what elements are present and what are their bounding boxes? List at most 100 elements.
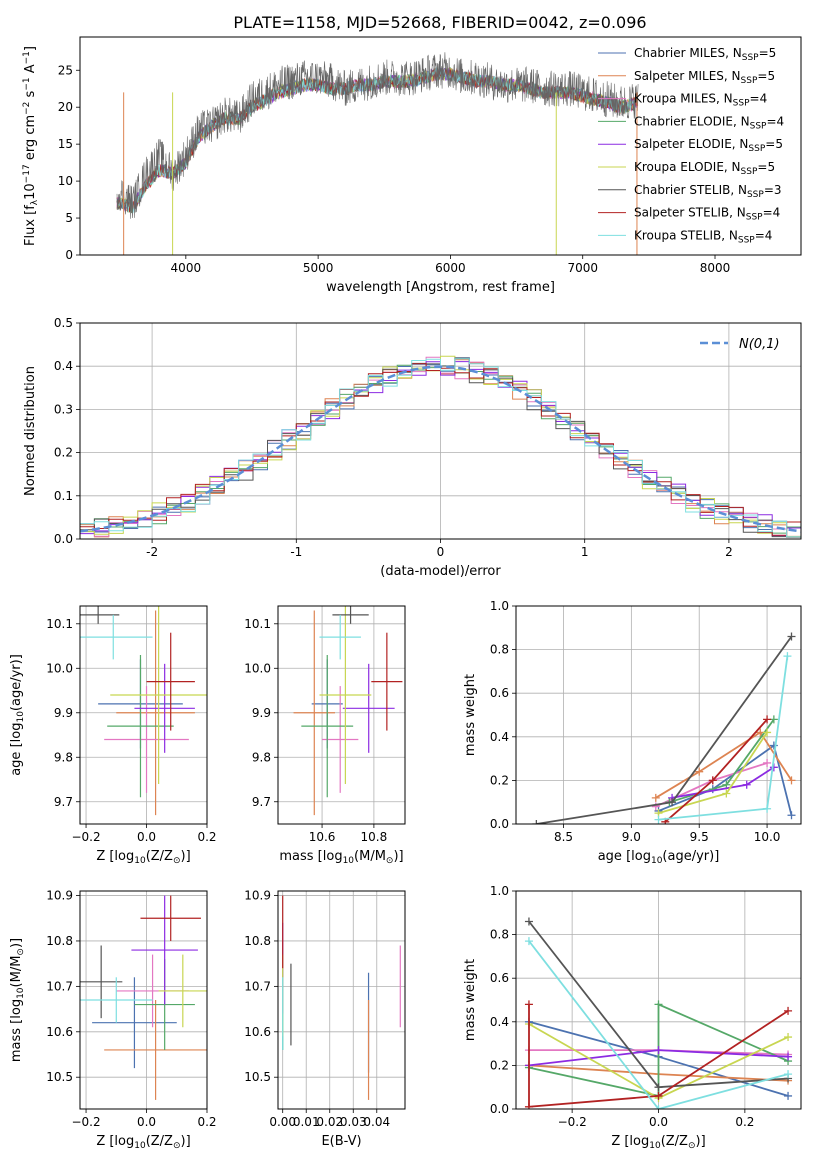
x-tick-label: −0.2 (558, 1115, 587, 1129)
y-tick-label: 1.0 (490, 599, 509, 613)
weight_vs_z-xlabel: Z [log10​(Z/Z⊙​)] (611, 1134, 705, 1151)
y-tick-label: 10.0 (244, 661, 271, 675)
weight_vs_z-panel: −0.2 0.0 0.2 0.0 0.2 0.4 0.6 0.8 1.0 (490, 884, 802, 1129)
y-tick-label: 9.7 (252, 795, 271, 809)
y-tick-label: 0.0 (54, 532, 73, 546)
mass-weight-marker (654, 1000, 663, 1009)
x-tick-label: 8.5 (554, 830, 573, 844)
mass-weight-marker (787, 632, 796, 641)
x-tick-label: 7000 (567, 261, 598, 275)
weight_vs_z-ylabel: mass weight (463, 959, 478, 1041)
mass-weight-marker (708, 776, 717, 785)
residual-histogram (80, 358, 801, 538)
y-tick-label: 10.6 (244, 1025, 271, 1039)
mass-weight-marker (784, 1070, 793, 1079)
spectrum-legend: Chabrier MILES, NSSP​=5 Salpeter MILES, N… (598, 46, 784, 245)
y-tick-label: 20 (58, 100, 73, 114)
y-tick-label: 0.1 (54, 489, 73, 503)
y-tick-label: 0.0 (490, 1102, 509, 1116)
x-tick-label: 4000 (171, 261, 202, 275)
y-tick-label: 10.0 (46, 661, 73, 675)
mass-weight-marker (742, 780, 751, 789)
y-tick-label: 0.5 (54, 316, 73, 330)
x-tick-label: 2 (725, 545, 733, 559)
age_vs_z-xlabel: Z [log10​(Z/Z⊙​)] (96, 849, 190, 866)
y-tick-label: 9.8 (54, 750, 73, 764)
mass-weight-marker (769, 715, 778, 724)
mass-weight-marker (524, 1102, 533, 1109)
residuals-panel: -2 -1 0 1 2 0.0 0.1 0.2 0.3 0.4 0.5 (54, 316, 802, 559)
mass-weight-marker (763, 804, 772, 813)
legend-label: Salpeter ELODIE, NSSP​=5 (634, 137, 783, 154)
mass-weight-marker (783, 652, 792, 661)
y-tick-label: 0 (65, 248, 73, 262)
mass-weight-marker (787, 811, 796, 820)
y-tick-label: 25 (58, 63, 73, 77)
mass_vs_ebv-plot-area (278, 891, 405, 1109)
legend-label: Salpeter MILES, NSSP​=5 (634, 69, 775, 86)
y-tick-label: 0.0 (490, 817, 509, 831)
x-tick-label: 0.01 (293, 1115, 320, 1129)
legend-label: Kroupa STELIB, NSSP​=4 (634, 228, 772, 245)
mass-weight-marker (756, 728, 765, 737)
spectrum-panel: 4000 5000 6000 7000 8000 0 5 10 15 20 25 (58, 36, 802, 275)
x-tick-label: 0.04 (363, 1115, 390, 1129)
x-tick-label: 10.0 (754, 830, 781, 844)
mass-weight-marker (654, 1091, 663, 1100)
mass-weight-marker (787, 776, 796, 785)
y-tick-label: 9.7 (54, 795, 73, 809)
mass-weight-marker (784, 1006, 793, 1015)
y-tick-label: 10.6 (46, 1025, 73, 1039)
legend-label: Chabrier ELODIE, NSSP​=4 (634, 114, 784, 131)
mass_vs_z-ylabel: mass [log10​(M/M⊙​)] (9, 938, 26, 1062)
mass-weight-line (655, 731, 793, 799)
age_vs_z-ylabel: age [log10​(age/yr)] (9, 654, 26, 776)
age_vs_mass-plot-area (278, 606, 405, 824)
spectrum-xlabel: wavelength [Angstrom, rest frame] (326, 280, 555, 295)
x-tick-label: 0.2 (197, 1115, 216, 1129)
y-tick-label: 0.4 (490, 1015, 509, 1029)
x-tick-label: -2 (146, 545, 158, 559)
y-tick-label: 9.9 (54, 706, 73, 720)
residuals-ylabel: Normed distribution (23, 366, 38, 496)
age_vs_z-frame (79, 605, 208, 825)
y-tick-label: 9.8 (252, 750, 271, 764)
residuals-plot-area (80, 323, 801, 539)
y-tick-label: 0.2 (54, 446, 73, 460)
y-tick-label: 9.9 (252, 706, 271, 720)
mass_vs_z-panel: −0.2 0.0 0.2 10.5 10.6 10.7 10.8 10.9 (46, 889, 216, 1129)
x-tick-label: 9.5 (690, 830, 709, 844)
y-tick-label: 10.5 (244, 1070, 271, 1084)
mass-weight-marker (651, 802, 660, 811)
mass-weight-marker (524, 917, 533, 926)
weight_vs_z-plot-area (516, 891, 801, 1109)
x-tick-label: 0.2 (197, 830, 216, 844)
y-tick-label: 0.6 (490, 971, 509, 985)
x-tick-label: 0.2 (735, 1115, 754, 1129)
weight_vs_age-xlabel: age [log10​(age/yr)] (598, 849, 720, 866)
mass-weight-marker (784, 1033, 793, 1042)
x-tick-label: 1 (581, 545, 589, 559)
y-tick-label: 10 (58, 174, 73, 188)
x-tick-label: 0.0 (137, 1115, 156, 1129)
x-tick-label: −0.2 (71, 1115, 100, 1129)
legend-label: Kroupa ELODIE, NSSP​=5 (634, 160, 775, 177)
weight_vs_age-frame (515, 605, 802, 825)
y-tick-label: 10.5 (46, 1070, 73, 1084)
weight_vs_age-plot-area (516, 606, 801, 824)
x-tick-label: −0.2 (71, 830, 100, 844)
spectrum-plot-area (116, 52, 639, 255)
age_vs_z-panel: −0.2 0.0 0.2 9.7 9.8 9.9 10.0 10.1 (46, 605, 217, 844)
x-tick-label: 5000 (303, 261, 334, 275)
y-tick-label: 5 (65, 211, 73, 225)
mass-weight-marker (722, 780, 731, 789)
age_vs_z-plot-area (80, 606, 207, 824)
y-tick-label: 0.8 (490, 928, 509, 942)
mass-weight-marker (722, 789, 731, 798)
y-tick-label: 0.8 (490, 643, 509, 657)
mass-weight-line (528, 940, 789, 1109)
age_vs_mass-xlabel: mass [log10​(M/M⊙​)] (279, 849, 403, 866)
legend-label: Chabrier MILES, NSSP​=5 (634, 46, 776, 63)
gaussian-curve (80, 365, 801, 533)
